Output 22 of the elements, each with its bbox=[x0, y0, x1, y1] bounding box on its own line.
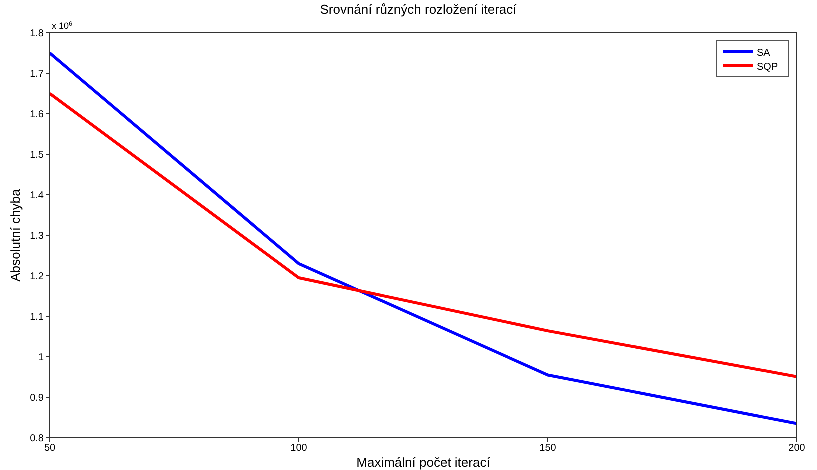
x-tick-label: 200 bbox=[788, 443, 806, 454]
y-tick-label: 1.1 bbox=[30, 312, 44, 324]
y-tick-label: 1.7 bbox=[30, 69, 44, 80]
chart-title: Srovnání různých rozložení iterací bbox=[320, 2, 518, 17]
x-tick-label: 50 bbox=[44, 443, 56, 454]
x-tick-label: 150 bbox=[540, 443, 557, 454]
y-tick-label: 1.6 bbox=[30, 110, 44, 121]
y-tick-label: 1.8 bbox=[30, 28, 44, 40]
x-axis-title: Maximální počet iterací bbox=[356, 455, 491, 470]
y-tick-label: 1.5 bbox=[30, 150, 44, 162]
y-tick-label: 1.2 bbox=[30, 272, 44, 283]
text: x 10$^{6}$ bbox=[52, 20, 74, 31]
y-axis-title: Absolutní chyba bbox=[8, 188, 23, 282]
y-tick-label: 1 bbox=[38, 352, 44, 364]
y-tick-label: 1.4 bbox=[30, 190, 44, 202]
y-tick-label: 0.8 bbox=[30, 434, 44, 445]
y-tick-label: 0.9 bbox=[30, 393, 44, 404]
y-tick-label: 1.3 bbox=[30, 231, 44, 242]
line-series bbox=[50, 92, 797, 378]
x-tick-label: 100 bbox=[290, 443, 308, 454]
legend-label: SA bbox=[757, 48, 771, 59]
legend-label: SQP bbox=[757, 62, 778, 73]
